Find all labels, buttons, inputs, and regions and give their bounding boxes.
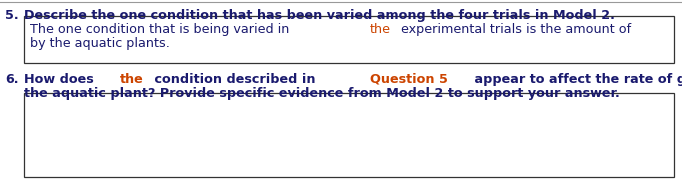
Text: appear to affect the rate of gas production by: appear to affect the rate of gas product… [471, 73, 682, 86]
Text: Describe the one condition that has been varied among the four trials in Model 2: Describe the one condition that has been… [24, 9, 615, 22]
Text: by the aquatic plants.: by the aquatic plants. [30, 37, 170, 50]
Text: the aquatic plant? Provide specific evidence from Model 2 to support your answer: the aquatic plant? Provide specific evid… [24, 87, 620, 100]
Text: Question 5: Question 5 [370, 73, 447, 86]
Text: 5.: 5. [5, 9, 18, 22]
Text: 6.: 6. [5, 73, 18, 86]
Text: experimental trials is the amount of: experimental trials is the amount of [397, 23, 635, 36]
FancyBboxPatch shape [24, 16, 674, 63]
Text: condition described in: condition described in [151, 73, 321, 86]
Text: the: the [120, 73, 143, 86]
Text: the: the [370, 23, 391, 36]
Text: How does: How does [24, 73, 98, 86]
FancyBboxPatch shape [24, 93, 674, 177]
Text: The one condition that is being varied in: The one condition that is being varied i… [30, 23, 293, 36]
